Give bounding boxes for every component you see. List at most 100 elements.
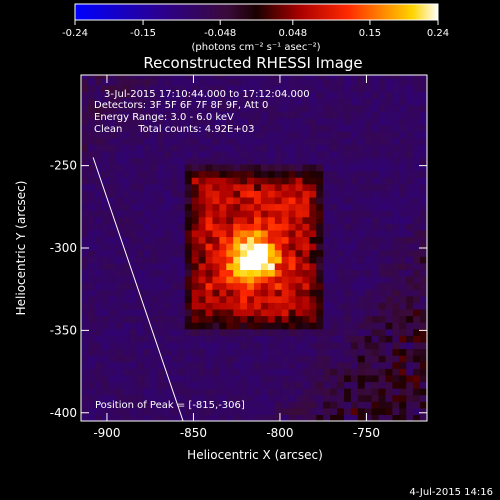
heatmap-cell [129, 407, 137, 416]
heatmap-cell [337, 341, 345, 350]
heatmap-cell [101, 361, 110, 369]
heatmap-cell [219, 243, 227, 251]
heatmap-cell [267, 91, 276, 99]
heatmap-cell [219, 269, 227, 277]
heatmap-cell [316, 335, 324, 343]
heatmap-cell [260, 91, 269, 99]
heatmap-cell [184, 183, 193, 191]
heatmap-cell [357, 276, 366, 284]
heatmap-cell [350, 394, 359, 402]
heatmap-cell [233, 262, 241, 271]
heatmap-cell [129, 368, 137, 376]
heatmap-cell [150, 348, 158, 356]
heatmap-cell [309, 236, 317, 244]
heatmap-cell [81, 203, 89, 211]
heatmap-cell [170, 210, 179, 218]
heatmap-cell [295, 183, 304, 191]
heatmap-cell [392, 75, 400, 79]
heatmap-cell [101, 335, 110, 343]
heatmap-cell [420, 229, 427, 238]
heatmap-cell [247, 183, 255, 191]
heatmap-cell [233, 315, 241, 323]
heatmap-cell [406, 308, 414, 317]
heatmap-cell [337, 131, 345, 139]
heatmap-cell [288, 328, 297, 336]
heatmap-cell [170, 394, 179, 402]
heatmap-cell [226, 289, 234, 297]
heatmap-cell [226, 341, 234, 350]
heatmap-cell [129, 322, 137, 330]
heatmap-cell [254, 407, 262, 416]
heatmap-cell [157, 98, 165, 106]
heatmap-cell [219, 374, 227, 383]
heatmap-cell [371, 111, 380, 119]
heatmap-cell [378, 196, 387, 205]
heatmap-cell [184, 315, 193, 323]
heatmap-cell [267, 137, 276, 145]
heatmap-cell [364, 150, 373, 158]
heatmap-cell [233, 388, 241, 396]
heatmap-cell [150, 183, 158, 191]
heatmap-cell [205, 150, 214, 158]
heatmap-cell [150, 249, 158, 257]
heatmap-cell [413, 276, 421, 284]
heatmap-cell [260, 236, 269, 244]
heatmap-cell [212, 210, 220, 218]
heatmap-cell [129, 348, 137, 356]
heatmap-cell [288, 157, 297, 165]
heatmap-cell [101, 269, 110, 277]
heatmap-cell [323, 295, 331, 303]
heatmap-cell [122, 407, 131, 416]
heatmap-cell [226, 216, 234, 224]
heatmap-cell [101, 78, 110, 86]
heatmap-cell [122, 341, 131, 350]
heatmap-cell [164, 183, 172, 191]
heatmap-cell [392, 131, 400, 139]
heatmap-cell [247, 249, 255, 257]
heatmap-cell [115, 322, 124, 330]
heatmap-cell [309, 84, 317, 93]
heatmap-cell [157, 302, 165, 310]
heatmap-cell [281, 223, 290, 231]
heatmap-cell [378, 302, 387, 310]
heatmap-cell [150, 203, 158, 211]
heatmap-cell [343, 111, 352, 119]
heatmap-cell [392, 289, 400, 297]
heatmap-cell [184, 328, 193, 336]
heatmap-cell [343, 196, 352, 205]
heatmap-cell [87, 374, 96, 383]
heatmap-cell [87, 236, 96, 244]
heatmap-cell [226, 98, 234, 106]
heatmap-cell [157, 269, 165, 277]
colorbar-tick-label: 0.15 [359, 28, 381, 39]
heatmap-cell [281, 322, 290, 330]
heatmap-cell [267, 388, 276, 396]
heatmap-cell [226, 414, 234, 421]
heatmap-cell [364, 157, 373, 165]
heatmap-cell [240, 216, 248, 224]
heatmap-cell [226, 295, 234, 303]
heatmap-cell [87, 137, 96, 145]
heatmap-cell [115, 210, 124, 218]
heatmap-cell [420, 302, 427, 310]
heatmap-cell [274, 216, 283, 224]
heatmap-cell [323, 177, 331, 185]
heatmap-cell [260, 394, 269, 402]
heatmap-cell [143, 282, 151, 290]
heatmap-cell [136, 84, 144, 93]
heatmap-cell [115, 335, 124, 343]
heatmap-cell [385, 243, 393, 251]
heatmap-cell [143, 276, 151, 284]
heatmap-cell [122, 183, 131, 191]
heatmap-cell [309, 170, 317, 178]
heatmap-cell [122, 335, 131, 343]
heatmap-cell [240, 157, 248, 165]
heatmap-cell [205, 289, 214, 297]
heatmap-cell [247, 111, 255, 119]
heatmap-cell [177, 131, 186, 139]
heatmap-cell [364, 302, 373, 310]
heatmap-cell [260, 276, 269, 284]
heatmap-cell [177, 381, 186, 389]
heatmap-cell [337, 229, 345, 238]
heatmap-cell [240, 388, 248, 396]
